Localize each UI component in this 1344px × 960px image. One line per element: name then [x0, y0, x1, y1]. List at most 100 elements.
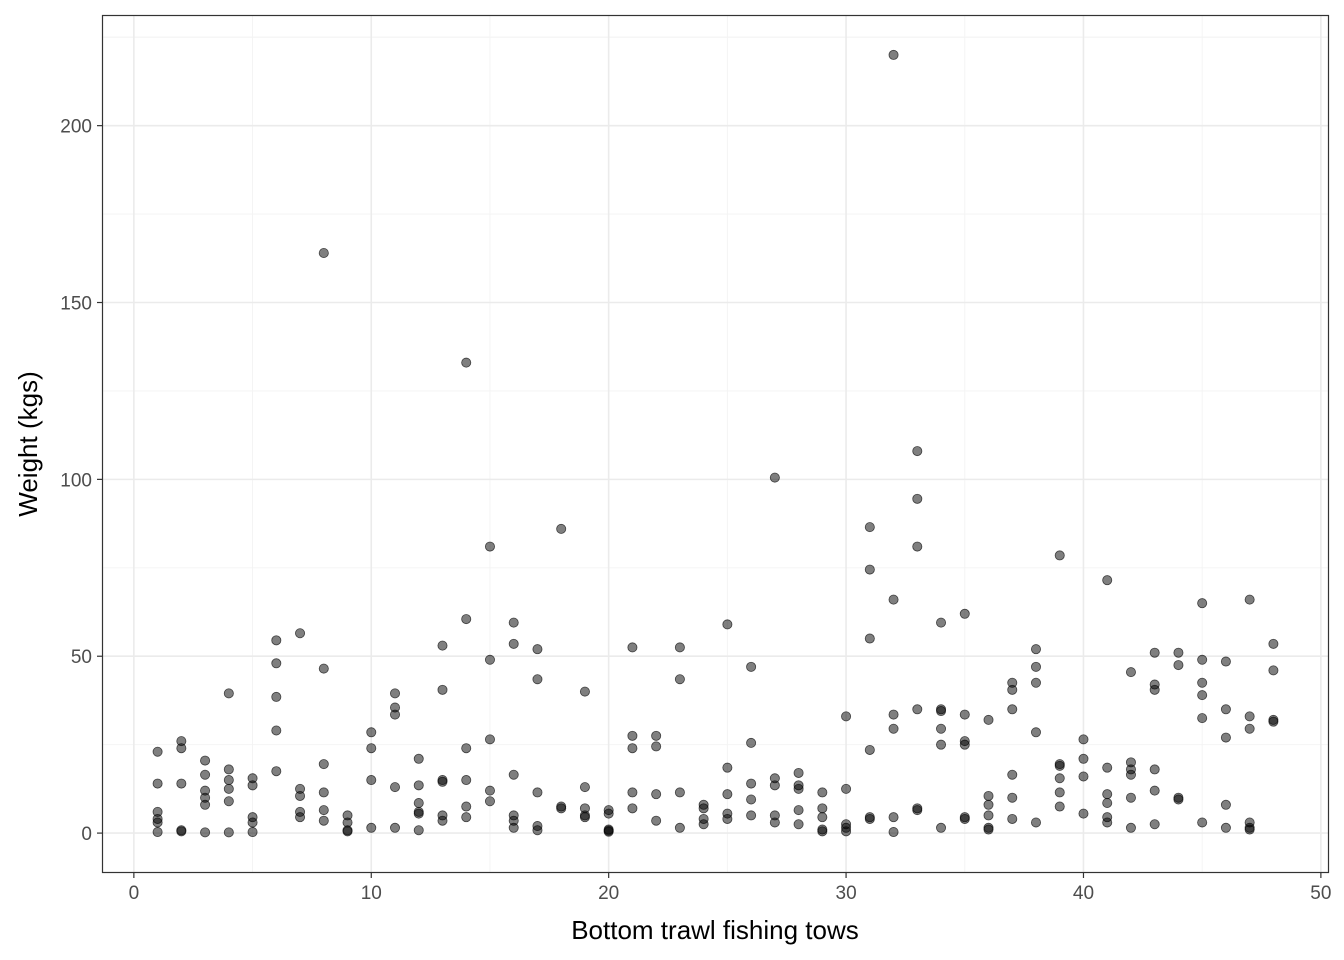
data-point — [223, 783, 234, 794]
data-point — [461, 743, 472, 754]
data-point — [864, 564, 875, 575]
x-tick-label: 40 — [1073, 883, 1094, 904]
data-point — [271, 725, 282, 736]
data-point — [461, 801, 472, 812]
data-point — [1197, 690, 1208, 701]
data-point — [817, 803, 828, 814]
data-point — [1197, 677, 1208, 688]
data-point — [888, 594, 899, 605]
data-point — [793, 767, 804, 778]
data-point — [318, 815, 329, 826]
data-point — [484, 796, 495, 807]
data-point — [366, 775, 377, 786]
data-point — [1125, 667, 1136, 678]
data-point — [603, 808, 614, 819]
data-point — [152, 778, 163, 789]
data-point — [508, 769, 519, 780]
data-point — [1030, 727, 1041, 738]
data-point — [983, 790, 994, 801]
data-point — [318, 247, 329, 258]
data-points — [152, 49, 1279, 838]
data-point — [864, 522, 875, 533]
data-point — [176, 826, 187, 837]
data-point — [366, 727, 377, 738]
data-point — [936, 822, 947, 833]
data-point — [769, 472, 780, 483]
data-point — [912, 805, 923, 816]
data-point — [484, 734, 495, 745]
data-point — [1007, 769, 1018, 780]
data-point — [1078, 753, 1089, 764]
data-point — [1220, 822, 1231, 833]
data-point — [295, 790, 306, 801]
data-point — [864, 744, 875, 755]
data-point — [888, 827, 899, 838]
y-tick-label: 0 — [81, 824, 92, 845]
data-point — [793, 819, 804, 830]
data-point — [983, 799, 994, 810]
y-tick-label: 100 — [60, 470, 92, 491]
data-point — [603, 826, 614, 837]
data-point — [223, 796, 234, 807]
data-point — [888, 709, 899, 720]
data-point — [746, 778, 757, 789]
data-point — [1197, 713, 1208, 724]
grid-layer — [103, 16, 1328, 872]
data-point — [864, 633, 875, 644]
data-point — [579, 686, 590, 697]
data-point — [1102, 789, 1113, 800]
data-point — [532, 644, 543, 655]
data-point — [1054, 760, 1065, 771]
data-point — [176, 778, 187, 789]
data-point — [1102, 798, 1113, 809]
data-point — [1244, 594, 1255, 605]
data-point — [1078, 771, 1089, 782]
data-point — [247, 817, 258, 828]
data-point — [1030, 661, 1041, 672]
data-point — [651, 815, 662, 826]
data-point — [366, 822, 377, 833]
data-point — [1149, 819, 1160, 830]
data-point — [176, 743, 187, 754]
data-point — [1078, 808, 1089, 819]
data-point — [1149, 785, 1160, 796]
data-point — [152, 827, 163, 838]
data-point — [508, 638, 519, 649]
data-point — [1220, 732, 1231, 743]
data-point — [888, 49, 899, 60]
data-point — [223, 764, 234, 775]
data-point — [200, 755, 211, 766]
data-point — [936, 723, 947, 734]
data-point — [295, 628, 306, 639]
data-point — [318, 805, 329, 816]
data-point — [722, 789, 733, 800]
data-point — [698, 819, 709, 830]
data-point — [674, 674, 685, 685]
data-point — [556, 803, 567, 814]
data-point — [1197, 654, 1208, 665]
data-point — [817, 812, 828, 823]
data-point — [532, 674, 543, 685]
data-point — [1173, 660, 1184, 671]
data-point — [983, 810, 994, 821]
data-point — [461, 812, 472, 823]
data-point — [722, 762, 733, 773]
data-point — [437, 815, 448, 826]
data-point — [651, 741, 662, 752]
y-axis-title: Weight (kgs) — [13, 371, 43, 516]
data-point — [1102, 575, 1113, 586]
data-point — [959, 813, 970, 824]
data-point — [936, 706, 947, 717]
data-point — [579, 812, 590, 823]
data-point — [200, 799, 211, 810]
data-point — [817, 826, 828, 837]
data-point — [769, 780, 780, 791]
data-point — [152, 746, 163, 757]
data-point — [817, 787, 828, 798]
data-point — [318, 759, 329, 770]
data-point — [912, 446, 923, 457]
data-point — [769, 817, 780, 828]
data-point — [746, 794, 757, 805]
data-point — [152, 817, 163, 828]
